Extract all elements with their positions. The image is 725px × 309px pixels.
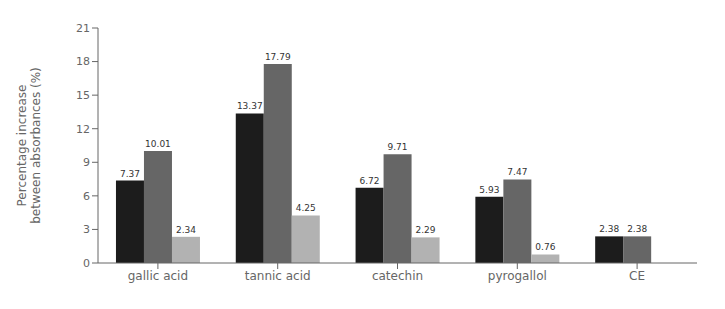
svg-text:0: 0: [83, 257, 90, 270]
svg-text:5.93: 5.93: [479, 185, 499, 195]
svg-text:13.37: 13.37: [237, 101, 263, 111]
svg-text:catechin: catechin: [372, 269, 423, 283]
svg-text:21: 21: [76, 22, 90, 35]
svg-text:6.72: 6.72: [360, 176, 380, 186]
svg-text:17.79: 17.79: [265, 52, 291, 62]
svg-text:7.37: 7.37: [120, 169, 140, 179]
svg-text:2.34: 2.34: [176, 225, 196, 235]
svg-text:2.38: 2.38: [599, 224, 619, 234]
svg-text:0.76: 0.76: [535, 242, 555, 252]
svg-text:10.01: 10.01: [145, 139, 171, 149]
svg-text:12: 12: [76, 123, 90, 136]
svg-text:Percentage increasebetween abs: Percentage increasebetween absorbances (…: [15, 67, 43, 224]
svg-text:9.71: 9.71: [388, 142, 408, 152]
svg-text:15: 15: [76, 89, 90, 102]
svg-text:pyrogallol: pyrogallol: [488, 269, 547, 283]
svg-text:4.25: 4.25: [296, 203, 316, 213]
svg-text:18: 18: [76, 55, 90, 68]
svg-text:3: 3: [83, 223, 90, 236]
svg-text:tannic acid: tannic acid: [245, 269, 311, 283]
svg-text:9: 9: [83, 156, 90, 169]
svg-text:6: 6: [83, 190, 90, 203]
svg-text:CE: CE: [629, 269, 645, 283]
svg-text:2.29: 2.29: [416, 225, 436, 235]
svg-text:7.47: 7.47: [507, 167, 527, 177]
svg-text:gallic acid: gallic acid: [128, 269, 188, 283]
svg-text:2.38: 2.38: [627, 224, 647, 234]
